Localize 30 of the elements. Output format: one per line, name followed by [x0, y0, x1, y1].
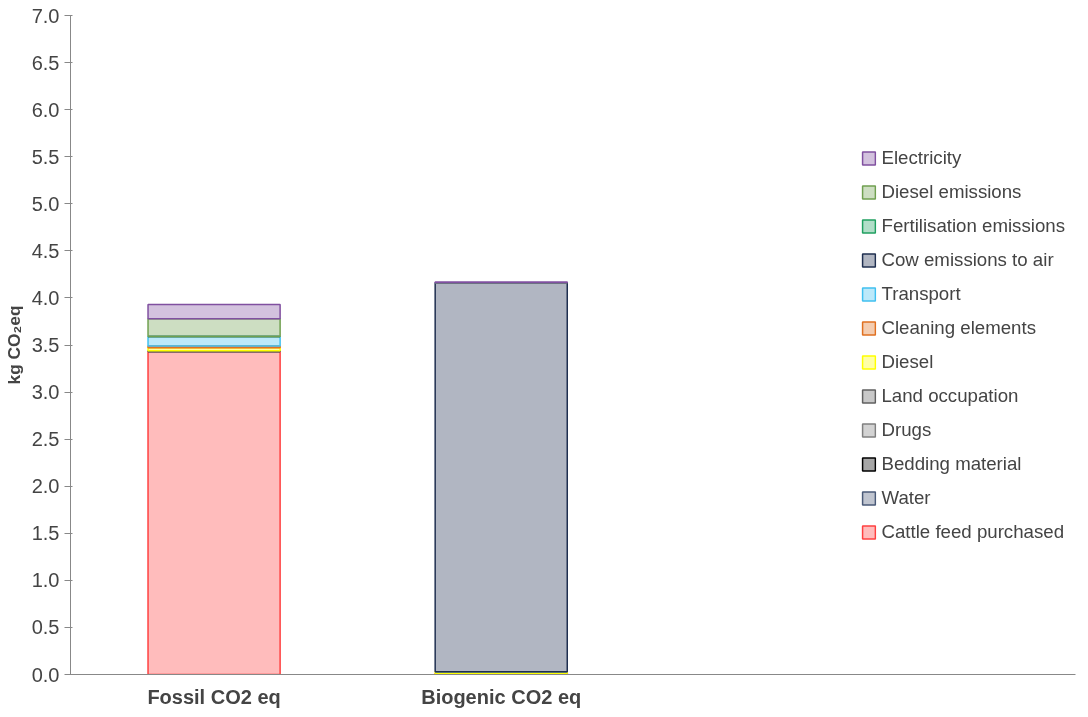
y-tick-label: 4.5 — [31, 239, 60, 262]
legend-label: Cow emissions to air — [881, 248, 1054, 271]
legend-label: Drugs — [881, 418, 932, 441]
legend-label: Bedding material — [881, 452, 1022, 475]
y-tick-label: 7.0 — [31, 4, 60, 27]
y-axis-title: kg CO₂eq — [3, 305, 24, 385]
legend-label: Diesel — [881, 350, 934, 373]
y-tick-label: 5.5 — [31, 145, 60, 168]
y-tick-label: 2.5 — [31, 428, 60, 451]
y-tick-label: 4.0 — [31, 286, 60, 309]
y-tick-label: 6.0 — [31, 98, 60, 121]
x-tick-label: Fossil CO2 eq — [147, 685, 281, 708]
y-tick-label: 5.0 — [31, 192, 60, 215]
legend-label: Fertilisation emissions — [881, 214, 1065, 237]
y-tick-label: 0.0 — [31, 663, 60, 686]
legend-label: Water — [881, 486, 931, 509]
y-tick-label: 3.0 — [31, 381, 60, 404]
legend-label: Electricity — [881, 146, 962, 169]
y-tick-label: 1.5 — [31, 522, 60, 545]
legend-label: Cattle feed purchased — [881, 520, 1065, 543]
legend-label: Land occupation — [881, 384, 1019, 407]
y-tick-label: 0.5 — [31, 616, 60, 639]
x-tick-label: Biogenic CO2 eq — [421, 685, 582, 708]
y-tick-label: 3.5 — [31, 334, 60, 356]
y-tick-label: 2.0 — [31, 475, 60, 498]
legend-label: Diesel emissions — [881, 180, 1022, 203]
legend-label: Transport — [881, 282, 961, 305]
legend-label: Cleaning elements — [881, 316, 1037, 339]
y-tick-label: 6.5 — [31, 51, 60, 74]
y-tick-label: 1.0 — [31, 569, 60, 592]
